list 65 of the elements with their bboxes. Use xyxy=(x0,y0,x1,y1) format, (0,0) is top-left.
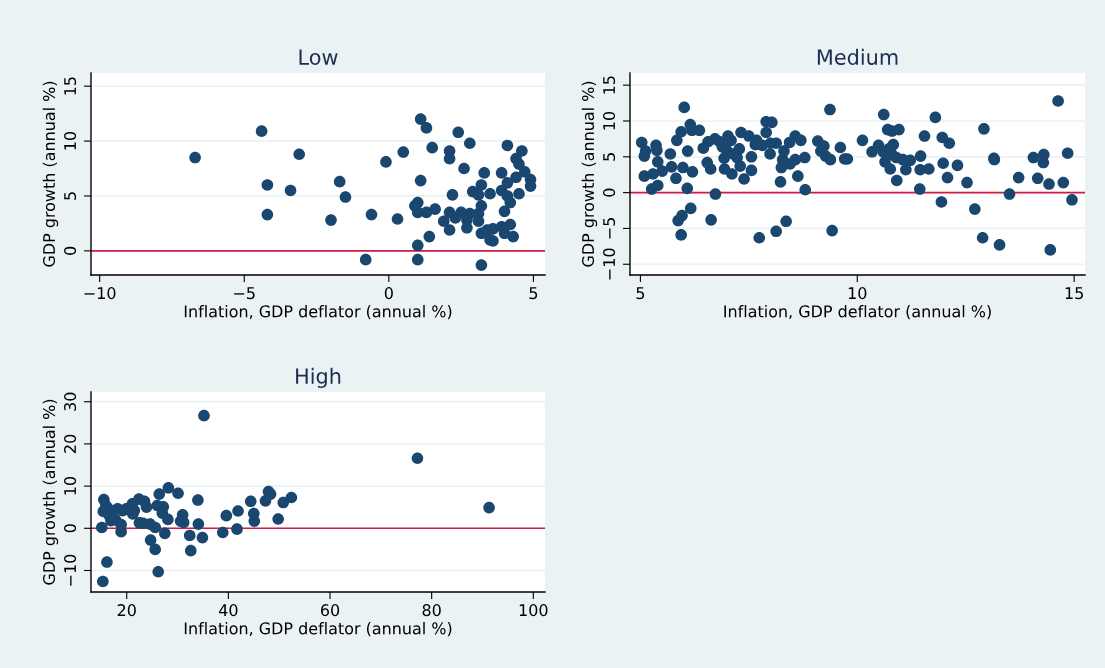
point xyxy=(96,521,108,534)
y-tick-label: 10 xyxy=(64,131,77,150)
y-axis-title: GDP growth (annual %) xyxy=(42,81,59,267)
y-tick-label: 0 xyxy=(603,188,616,197)
x-tick-label: 80 xyxy=(422,604,441,617)
point xyxy=(196,531,209,544)
point xyxy=(285,491,298,504)
point xyxy=(272,513,284,525)
point xyxy=(192,494,204,506)
y-tick-label: 0 xyxy=(64,246,77,255)
point xyxy=(183,529,196,542)
y-tick-label: 20 xyxy=(64,434,77,453)
x-axis-title: Inflation, GDP deflator (annual %) xyxy=(724,305,991,320)
point xyxy=(231,523,243,535)
x-tick-label: −5 xyxy=(234,287,255,300)
y-tick-label: 5 xyxy=(64,192,77,200)
y-tick-label: 15 xyxy=(603,76,616,94)
point xyxy=(483,501,495,514)
point xyxy=(216,526,229,539)
x-tick-label: 60 xyxy=(320,604,340,617)
x-tick-label: 100 xyxy=(519,604,548,617)
y-tick-label: 15 xyxy=(64,77,77,95)
y-tick-label: 30 xyxy=(64,392,77,411)
point xyxy=(411,452,424,465)
y-tick-label: 5 xyxy=(603,153,616,161)
x-tick-label: 40 xyxy=(218,604,238,617)
chart-title: High xyxy=(296,367,341,388)
y-tick-label: −10 xyxy=(603,248,616,280)
point xyxy=(244,495,257,508)
point xyxy=(172,487,184,500)
point xyxy=(144,534,157,546)
point xyxy=(152,565,165,578)
point xyxy=(153,488,166,500)
point xyxy=(149,521,161,534)
point xyxy=(220,509,233,522)
point xyxy=(162,513,174,526)
x-tick-label: −10 xyxy=(84,287,116,300)
y-axis-title: GDP growth (annual %) xyxy=(42,399,59,585)
x-axis-title: Inflation, GDP deflator (annual %) xyxy=(184,622,452,637)
x-tick-label: 10 xyxy=(848,287,867,300)
x-tick-label: 20 xyxy=(117,604,136,617)
y-tick-label: −5 xyxy=(603,218,616,239)
x-tick-label: 15 xyxy=(1065,287,1083,300)
point xyxy=(101,556,113,568)
y-tick-label: 10 xyxy=(603,111,616,130)
point xyxy=(277,496,290,509)
x-tick-label: 5 xyxy=(529,287,538,300)
x-axis-title: Inflation, GDP deflator (annual %) xyxy=(184,305,452,320)
y-axis-title: GDP growth (annual %) xyxy=(581,81,598,267)
y-tick-label: 10 xyxy=(64,476,77,495)
x-tick-label: 5 xyxy=(636,287,645,300)
point xyxy=(149,543,161,556)
point xyxy=(140,501,153,513)
point xyxy=(198,409,210,422)
point xyxy=(232,505,244,517)
point xyxy=(192,518,205,530)
x-tick-label: 0 xyxy=(384,287,393,300)
y-tick-label: −10 xyxy=(64,554,77,586)
point xyxy=(97,575,109,588)
chart-title: Medium xyxy=(817,48,898,65)
chart-title: Low xyxy=(299,49,338,65)
point xyxy=(159,527,171,540)
point xyxy=(162,481,175,494)
y-tick-label: 0 xyxy=(64,524,77,533)
point xyxy=(184,544,197,557)
